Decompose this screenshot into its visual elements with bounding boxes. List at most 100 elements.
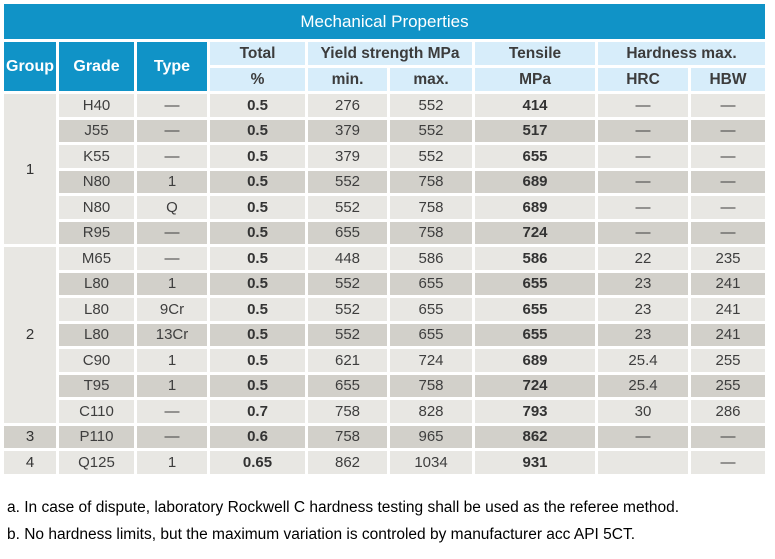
cell-yield-min: 552 xyxy=(308,170,387,193)
cell-hbw: — xyxy=(691,170,765,193)
cell-type: 13Cr xyxy=(137,323,207,346)
cell-hrc: — xyxy=(598,425,688,448)
cell-hrc: 23 xyxy=(598,323,688,346)
cell-yield-min: 552 xyxy=(308,196,387,219)
cell-hbw: 255 xyxy=(691,374,765,397)
cell-tensile: 689 xyxy=(475,170,595,193)
cell-type: 1 xyxy=(137,272,207,295)
cell-hbw: 255 xyxy=(691,349,765,372)
cell-yield-max: 655 xyxy=(390,272,472,295)
table-row: N80 Q 0.5 552 758 689— — xyxy=(4,196,765,219)
cell-grade: R95 xyxy=(59,221,134,244)
cell-tensile: 689 xyxy=(475,196,595,219)
cell-hbw: — xyxy=(691,145,765,168)
cell-tensile: 586 xyxy=(475,247,595,270)
cell-tensile: 862 xyxy=(475,425,595,448)
cell-yield-min: 862 xyxy=(308,451,387,474)
cell-tensile: 414 xyxy=(475,94,595,117)
cell-yield-min: 552 xyxy=(308,323,387,346)
table-row: C90 1 0.5 621 724 689 25.4 255 xyxy=(4,349,765,372)
footnote-a: a. In case of dispute, laboratory Rockwe… xyxy=(7,498,680,516)
cell-type: — xyxy=(137,119,207,142)
cell-type: 9Cr xyxy=(137,298,207,321)
col-header-group: Group xyxy=(4,42,56,91)
col-header-hardness: Hardness max. xyxy=(598,42,765,65)
cell-type: — xyxy=(137,247,207,270)
title-row: Mechanical Properties xyxy=(4,4,765,39)
table-row: 2 M65—0.5 448 586 586 22 235 xyxy=(4,247,765,423)
table-row: N80 1 0.5 552 758 689— — xyxy=(4,170,765,193)
cell-yield-min: 655 xyxy=(308,374,387,397)
cell-tensile: 655 xyxy=(475,298,595,321)
cell-hrc: — xyxy=(598,170,688,193)
cell-hrc: 25.4 xyxy=(598,349,688,372)
cell-type: 1 xyxy=(137,170,207,193)
mechanical-properties-table: Mechanical Properties Group Grade Type T… xyxy=(1,1,768,477)
cell-yield-max: 1034 xyxy=(390,451,472,474)
cell-type: — xyxy=(137,425,207,448)
cell-grade: L80 xyxy=(59,323,134,346)
cell-type: 1 xyxy=(137,451,207,474)
table-row: L80 1 0.5 552 655 655 23 241 xyxy=(4,272,765,295)
cell-yield-min: 552 xyxy=(308,272,387,295)
cell-hrc: 23 xyxy=(598,272,688,295)
col-header-grade: Grade xyxy=(59,42,134,91)
col-header-tensile: Tensile xyxy=(475,42,595,65)
cell-total: 0.5 xyxy=(210,272,305,295)
group-cell: 3 xyxy=(4,425,56,448)
cell-hrc: 23 xyxy=(598,298,688,321)
cell-type: Q xyxy=(137,196,207,219)
group-cell: 4 xyxy=(4,451,56,474)
cell-total: 0.5 xyxy=(210,374,305,397)
table-header: Mechanical Properties Group Grade Type T… xyxy=(4,4,765,91)
cell-hbw: 241 xyxy=(691,272,765,295)
cell-type: — xyxy=(137,221,207,244)
cell-yield-min: 655 xyxy=(308,221,387,244)
col-header-yield-max: max. xyxy=(390,68,472,91)
cell-grade: C110 xyxy=(59,400,134,423)
table-row: K55—0.5 379 552 655— — xyxy=(4,145,765,168)
group-cell: 1 xyxy=(4,94,56,244)
cell-yield-min: 758 xyxy=(308,425,387,448)
cell-hbw: 235 xyxy=(691,247,765,270)
cell-total: 0.5 xyxy=(210,221,305,244)
header-row-2: % min. max. MPa HRC HBW xyxy=(4,68,765,91)
cell-tensile: 655 xyxy=(475,145,595,168)
table-row: J55—0.5 379 552 517— — xyxy=(4,119,765,142)
table-row: C110—0.7 758 828 793 30 286 xyxy=(4,400,765,423)
cell-tensile: 724 xyxy=(475,221,595,244)
header-row-1: Group Grade Type Total Yield strength MP… xyxy=(4,42,765,91)
cell-type: 1 xyxy=(137,374,207,397)
cell-yield-max: 552 xyxy=(390,145,472,168)
cell-hrc: — xyxy=(598,221,688,244)
cell-yield-min: 552 xyxy=(308,298,387,321)
group-cell: 2 xyxy=(4,247,56,423)
cell-total: 0.6 xyxy=(210,425,305,448)
cell-yield-max: 965 xyxy=(390,425,472,448)
cell-grade: N80 xyxy=(59,196,134,219)
cell-total: 0.5 xyxy=(210,298,305,321)
cell-tensile: 689 xyxy=(475,349,595,372)
cell-yield-min: 276 xyxy=(308,94,387,117)
cell-tensile: 517 xyxy=(475,119,595,142)
cell-total: 0.5 xyxy=(210,94,305,117)
cell-grade: J55 xyxy=(59,119,134,142)
col-header-tensile-unit: MPa xyxy=(475,68,595,91)
cell-grade: K55 xyxy=(59,145,134,168)
cell-tensile: 931 xyxy=(475,451,595,474)
cell-yield-min: 621 xyxy=(308,349,387,372)
cell-tensile: 793 xyxy=(475,400,595,423)
cell-hbw: — xyxy=(691,425,765,448)
cell-yield-min: 379 xyxy=(308,119,387,142)
cell-grade: P110 xyxy=(59,425,134,448)
cell-total: 0.5 xyxy=(210,170,305,193)
cell-total: 0.5 xyxy=(210,349,305,372)
table-title: Mechanical Properties xyxy=(4,4,765,39)
cell-hrc: — xyxy=(598,145,688,168)
cell-yield-min: 379 xyxy=(308,145,387,168)
col-header-type: Type xyxy=(137,42,207,91)
cell-total: 0.65 xyxy=(210,451,305,474)
cell-hbw: 286 xyxy=(691,400,765,423)
cell-yield-max: 552 xyxy=(390,94,472,117)
cell-hrc: — xyxy=(598,119,688,142)
